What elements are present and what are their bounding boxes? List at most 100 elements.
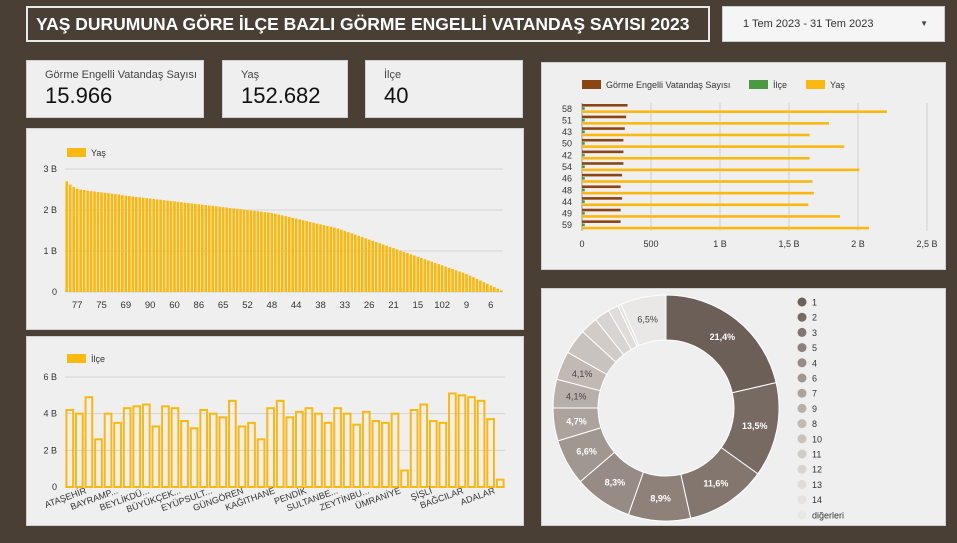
yas-bar — [204, 205, 208, 292]
yas-bar — [333, 227, 336, 292]
yas-bar — [496, 288, 500, 292]
yas-bar — [65, 181, 69, 292]
yas-bar — [482, 282, 486, 292]
yas-bar — [419, 257, 423, 292]
combo-bar — [582, 220, 621, 223]
yas-bar — [176, 201, 180, 292]
y-tick-label: 1 B — [43, 246, 57, 256]
yas-bar — [79, 189, 82, 292]
yas-bar — [166, 200, 169, 292]
yas-bar — [273, 213, 277, 292]
chevron-down-icon[interactable]: ▼ — [920, 19, 928, 28]
yas-bar — [93, 191, 96, 292]
yas-bar — [433, 262, 437, 292]
yas-bar — [159, 199, 162, 292]
donut-label: 8,9% — [650, 493, 671, 503]
yas-bar — [406, 253, 409, 292]
combo-bar — [582, 200, 585, 203]
yas-bar — [308, 221, 312, 292]
yas-bar — [68, 184, 72, 292]
combo-bar — [582, 215, 841, 218]
legend-label: 3 — [812, 328, 817, 338]
legend-label: 11 — [812, 450, 821, 460]
combo-bar — [582, 133, 810, 137]
combo-bar — [582, 173, 623, 177]
x-tick-label: 15 — [413, 300, 424, 311]
legend-dot — [797, 419, 807, 429]
yas-bar — [127, 196, 131, 292]
y-tick-label: 46 — [562, 174, 572, 184]
y-tick-label: 51 — [562, 115, 572, 125]
yas-bar — [298, 219, 301, 292]
yas-bar — [218, 206, 222, 292]
combo-bar — [582, 185, 621, 189]
donut-label: 21,4% — [710, 332, 736, 342]
combo-bar — [582, 130, 585, 134]
yas-bar — [465, 273, 468, 292]
yas-bar — [249, 210, 253, 292]
ilce-bar — [438, 421, 448, 488]
legend-label: İlçe — [773, 80, 787, 90]
yas-bar — [183, 202, 187, 292]
combo-bar — [582, 208, 621, 212]
combo-bar — [582, 145, 845, 148]
yas-bar — [451, 269, 454, 292]
x-tick-label: 75 — [96, 300, 107, 311]
combo-bar — [582, 115, 627, 119]
ilce-bar — [228, 399, 237, 488]
ilce-bar — [333, 407, 342, 488]
legend-swatch-ilce — [67, 354, 86, 363]
yas-bar — [395, 249, 399, 292]
yas-bar — [75, 188, 79, 292]
yas-bar — [444, 266, 447, 292]
yas-bar — [409, 254, 413, 292]
x-tick-label: 69 — [121, 300, 132, 311]
ilce-bar — [381, 421, 390, 488]
x-tick-label: 2,5 B — [916, 239, 937, 249]
yas-bar — [200, 204, 204, 292]
ilce-bar — [141, 403, 151, 488]
combo-bar — [582, 122, 830, 125]
yas-bar — [131, 196, 135, 292]
ilce-bar — [65, 409, 75, 488]
legend-dot — [797, 464, 807, 474]
ilce-bar — [390, 412, 400, 488]
legend-dot — [797, 297, 807, 307]
yas-bar — [399, 250, 402, 292]
yas-bar — [475, 278, 479, 292]
x-tick-label: 38 — [315, 300, 326, 311]
ilce-bar — [476, 399, 486, 488]
ilce-bar — [199, 409, 209, 488]
date-range-selector[interactable]: 1 Tem 2023 - 31 Tem 2023 ▼ — [722, 6, 945, 42]
x-tick-label: 26 — [364, 300, 375, 311]
yas-bar — [340, 229, 343, 292]
yas-bar — [96, 191, 100, 292]
yas-bar — [141, 197, 145, 292]
legend-dot — [797, 495, 807, 505]
legend-label: 7 — [812, 389, 817, 399]
yas-bar — [246, 210, 249, 292]
legend-label: 14 — [812, 495, 822, 505]
y-tick-label: 44 — [562, 197, 572, 207]
combo-bar — [582, 150, 624, 154]
yas-bar — [416, 256, 420, 292]
legend-dot — [797, 434, 807, 444]
ilce-bar — [161, 405, 170, 488]
legend-swatch — [806, 80, 825, 89]
x-tick-label: 44 — [291, 300, 302, 311]
yas-bar — [367, 239, 371, 292]
combo-bar-chart: Görme Engelli Vatandaş Sayısı İlçe Yaş 0 500… — [562, 80, 938, 249]
x-tick-label: 21 — [388, 300, 399, 311]
legend-dot — [797, 449, 807, 459]
ilce-bar — [409, 409, 419, 488]
yas-bar — [100, 192, 103, 292]
combo-bar — [582, 177, 585, 180]
yas-bar — [402, 251, 406, 292]
yas-bar — [117, 194, 121, 292]
x-tick-label: 90 — [145, 300, 156, 311]
legend-label: diğerleri — [812, 510, 844, 520]
ilce-bar — [486, 418, 496, 488]
ilce-bar — [361, 410, 371, 488]
combo-bar — [582, 211, 585, 215]
